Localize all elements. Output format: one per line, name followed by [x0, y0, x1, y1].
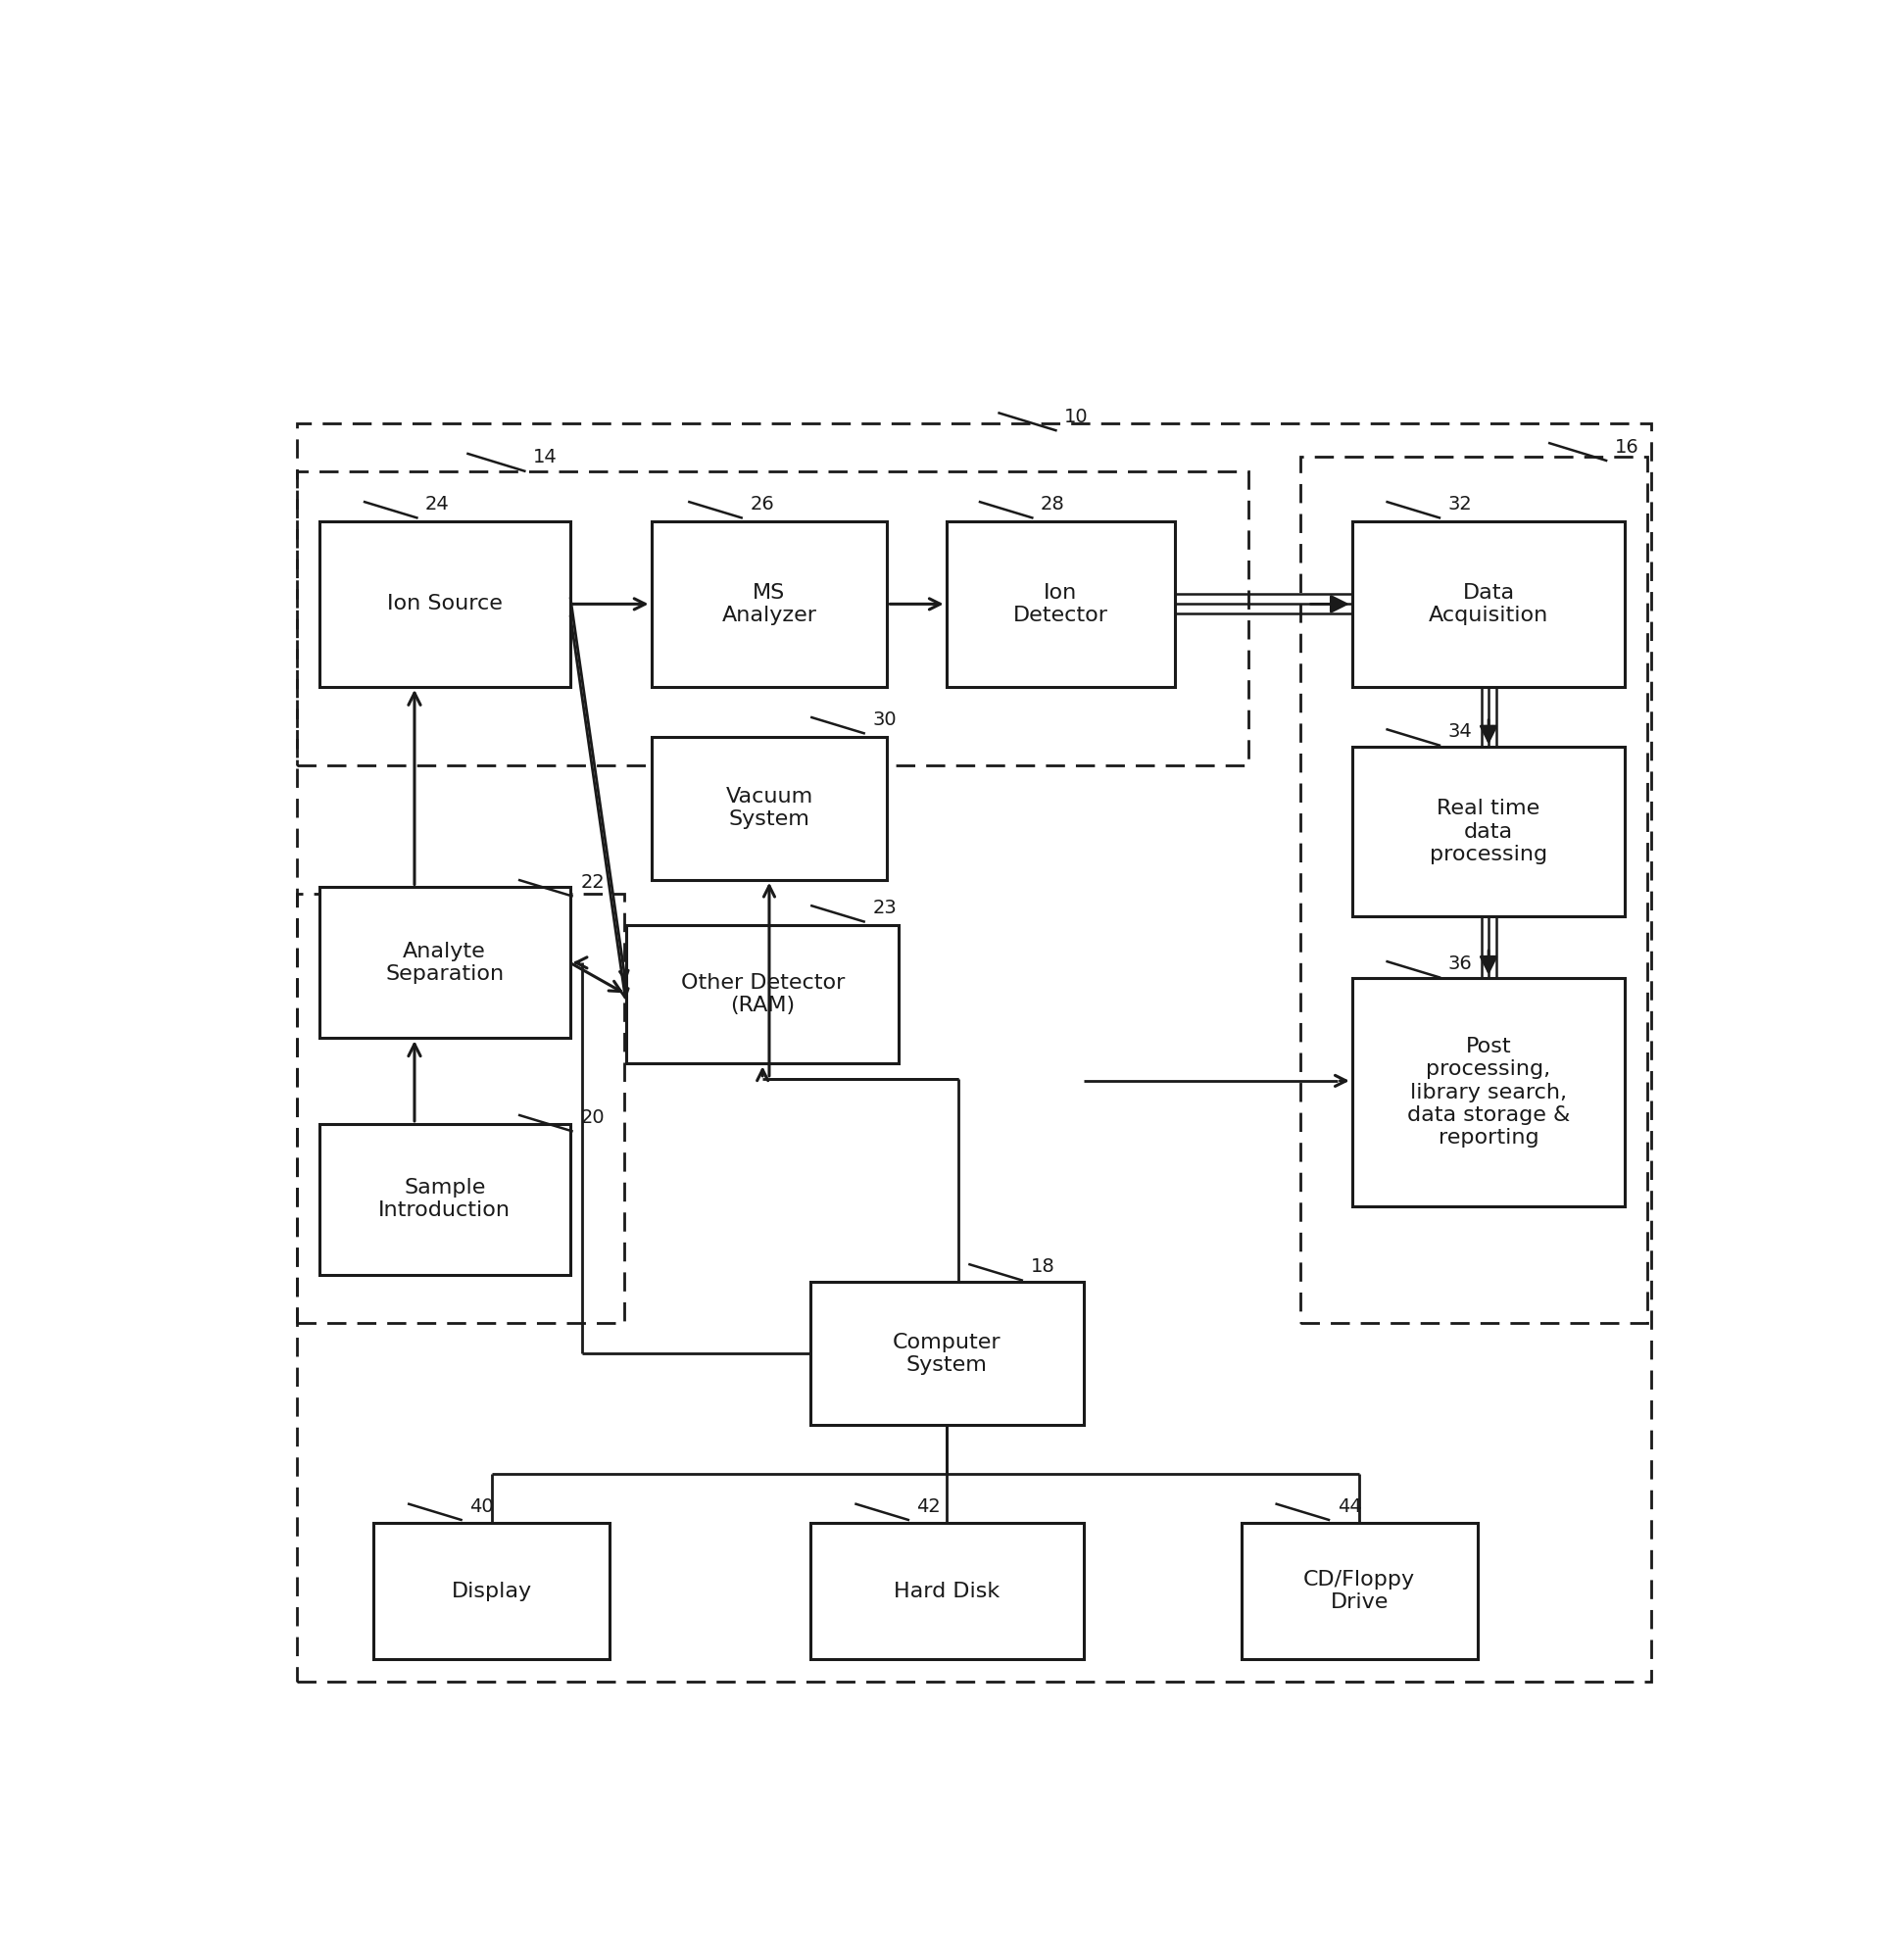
Text: 20: 20: [581, 1108, 604, 1127]
Bar: [297, 472, 1249, 765]
Text: Display: Display: [451, 1581, 531, 1601]
Text: 10: 10: [1064, 407, 1089, 427]
Text: Sample
Introduction: Sample Introduction: [379, 1178, 510, 1221]
Text: Ion Source: Ion Source: [387, 595, 503, 614]
Text: Other Detector
(RAM): Other Detector (RAM): [680, 973, 845, 1016]
Text: 30: 30: [872, 710, 897, 730]
Text: Real time
data
processing: Real time data processing: [1430, 798, 1548, 865]
Text: 16: 16: [1615, 438, 1639, 456]
Bar: [1352, 978, 1626, 1207]
Text: 22: 22: [581, 873, 605, 892]
Text: 32: 32: [1449, 495, 1472, 513]
Text: MS
Analyzer: MS Analyzer: [722, 583, 817, 624]
Text: 26: 26: [750, 495, 775, 513]
Bar: [297, 423, 1651, 1681]
Bar: [320, 1123, 569, 1274]
Text: 28: 28: [1041, 495, 1064, 513]
Bar: [651, 736, 887, 881]
Text: CD/Floppy
Drive: CD/Floppy Drive: [1304, 1570, 1415, 1613]
Text: Ion
Detector: Ion Detector: [1013, 583, 1108, 624]
Bar: [320, 521, 569, 687]
Text: Analyte
Separation: Analyte Separation: [385, 941, 505, 984]
Bar: [320, 887, 569, 1037]
Text: 34: 34: [1449, 722, 1472, 742]
Text: Hard Disk: Hard Disk: [895, 1581, 1000, 1601]
Text: 24: 24: [425, 495, 449, 513]
Text: 40: 40: [470, 1497, 493, 1517]
Text: 14: 14: [533, 448, 558, 468]
Text: 23: 23: [872, 898, 897, 918]
Text: 44: 44: [1337, 1497, 1361, 1517]
Bar: [1300, 456, 1647, 1323]
Bar: [373, 1523, 609, 1660]
Text: Vacuum
System: Vacuum System: [725, 787, 813, 830]
Bar: [1352, 748, 1626, 916]
Bar: [811, 1523, 1083, 1660]
Bar: [1352, 521, 1626, 687]
Text: 42: 42: [918, 1497, 941, 1517]
Text: Computer
System: Computer System: [893, 1333, 1002, 1376]
Text: Post
processing,
library search,
data storage &
reporting: Post processing, library search, data st…: [1407, 1037, 1571, 1147]
Text: Data
Acquisition: Data Acquisition: [1428, 583, 1548, 624]
Bar: [626, 926, 899, 1065]
Bar: [1241, 1523, 1478, 1660]
Bar: [297, 892, 625, 1323]
Bar: [651, 521, 887, 687]
Bar: [811, 1282, 1083, 1425]
Bar: [946, 521, 1175, 687]
Text: 36: 36: [1449, 955, 1472, 973]
Text: 18: 18: [1030, 1258, 1055, 1276]
